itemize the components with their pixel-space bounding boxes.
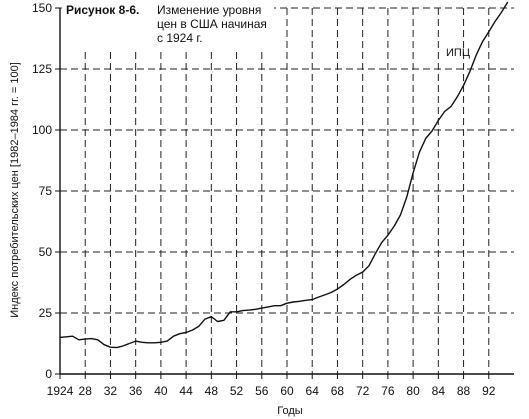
x-tick-label: 40	[154, 384, 168, 398]
y-tick-labels: 0 25 50 75 100 125 150	[32, 1, 52, 381]
x-tick-label: 44	[179, 384, 193, 398]
y-tick-label: 0	[45, 367, 52, 381]
title-line-3: с 1924 г.	[157, 31, 203, 45]
axes	[55, 7, 514, 379]
x-tick-label: 76	[381, 384, 395, 398]
x-tick-label: 32	[104, 384, 118, 398]
x-tick-label: 48	[205, 384, 219, 398]
x-tick-label: 52	[230, 384, 244, 398]
x-tick-label: 56	[255, 384, 269, 398]
figure-label: Рисунок 8-6.	[66, 3, 139, 17]
y-tick-label: 25	[39, 306, 53, 320]
x-tick-label: 36	[129, 384, 143, 398]
x-tick-label: 68	[331, 384, 345, 398]
caption-background	[62, 3, 274, 51]
y-tick-label: 150	[32, 1, 52, 15]
x-tick-label: 84	[432, 384, 446, 398]
cpi-series-line	[59, 1, 509, 349]
series-label-cpi: ИПЦ	[446, 47, 470, 59]
x-tick-label: 1924	[47, 384, 74, 398]
x-tick-label: 60	[280, 384, 294, 398]
x-tick-label: 28	[79, 384, 93, 398]
x-tick-label: 88	[457, 384, 471, 398]
grid-lines	[60, 7, 514, 374]
y-tick-label: 125	[32, 62, 52, 76]
title-line-2: цен в США начиная	[157, 17, 267, 31]
title-line-1: Изменение уровня	[157, 3, 261, 17]
x-tick-label: 80	[406, 384, 420, 398]
x-axis-title: Годы	[277, 405, 303, 417]
x-tick-label: 72	[356, 384, 370, 398]
x-tick-label: 64	[306, 384, 320, 398]
y-tick-label: 50	[39, 245, 53, 259]
series-lines	[59, 1, 509, 349]
y-axis-title: Индекс потребительских цен [1982–1984 гг…	[9, 62, 21, 318]
y-tick-label: 100	[32, 123, 52, 137]
x-tick-labels: 1924 28 32 36 40 44 48 52 56 60 64 68 72 76 80 84 88 92	[47, 384, 496, 398]
x-tick-label: 92	[482, 384, 496, 398]
y-tick-label: 75	[39, 184, 53, 198]
